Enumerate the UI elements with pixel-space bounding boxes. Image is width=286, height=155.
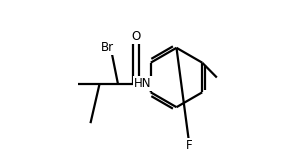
Text: F: F xyxy=(186,139,193,152)
Text: HN: HN xyxy=(134,77,152,90)
Text: Br: Br xyxy=(101,41,114,54)
Text: O: O xyxy=(132,30,141,43)
